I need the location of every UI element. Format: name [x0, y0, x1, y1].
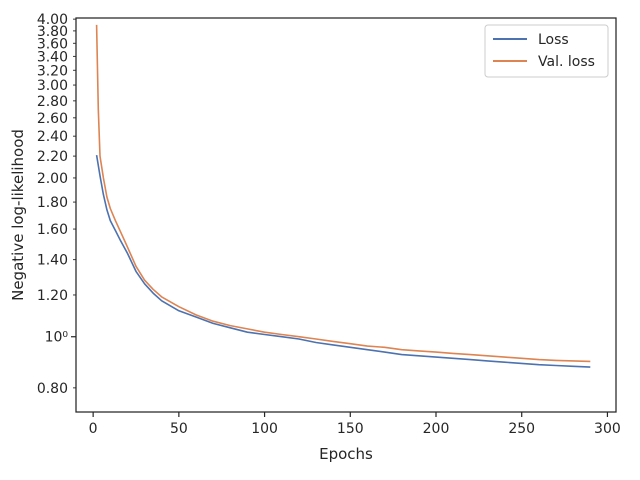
plot-area	[95, 24, 591, 368]
y-tick-label: 2.60	[37, 111, 68, 127]
y-tick-label: 3.00	[37, 78, 68, 94]
legend-label-loss: Loss	[538, 32, 569, 48]
x-tick-label: 300	[594, 421, 621, 437]
series-line-val-loss	[95, 24, 591, 363]
y-axis-label: Negative log-likelihood	[9, 129, 27, 301]
x-tick-label: 0	[89, 421, 98, 437]
legend-label-val-loss: Val. loss	[538, 54, 595, 70]
y-tick-label: 2.80	[37, 94, 68, 110]
legend: Loss Val. loss	[484, 24, 609, 78]
y-tick-label: 3.20	[37, 63, 68, 79]
y-tick-label: 10⁰	[45, 330, 69, 346]
series-line-loss	[95, 154, 591, 368]
y-tick-label: 2.40	[37, 129, 68, 145]
y-tick-label: 3.80	[37, 24, 68, 40]
x-tick-label: 200	[423, 421, 450, 437]
y-tick-label: 1.60	[37, 222, 68, 238]
x-tick-label: 100	[251, 421, 278, 437]
x-axis-ticks: 0 50 100 150 200 250 300	[89, 412, 621, 437]
x-tick-label: 250	[508, 421, 535, 437]
x-tick-label: 50	[170, 421, 188, 437]
y-tick-label: 3.40	[37, 49, 68, 65]
y-tick-label: 1.40	[37, 253, 68, 269]
y-tick-label: 1.20	[37, 288, 68, 304]
x-axis-label: Epochs	[319, 445, 373, 463]
y-tick-label: 2.20	[37, 149, 68, 165]
y-tick-label: 4.00	[37, 12, 68, 28]
y-tick-label: 2.00	[37, 171, 68, 187]
axes-frame	[75, 17, 617, 413]
y-tick-label: 0.80	[37, 381, 68, 397]
y-tick-label: 3.60	[37, 36, 68, 52]
x-tick-label: 150	[337, 421, 364, 437]
y-tick-label: 1.80	[37, 195, 68, 211]
y-axis-ticks: 0.80 10⁰ 1.20 1.40 1.60 1.80 2.00 2.20 2.40 2.602…	[37, 12, 76, 397]
